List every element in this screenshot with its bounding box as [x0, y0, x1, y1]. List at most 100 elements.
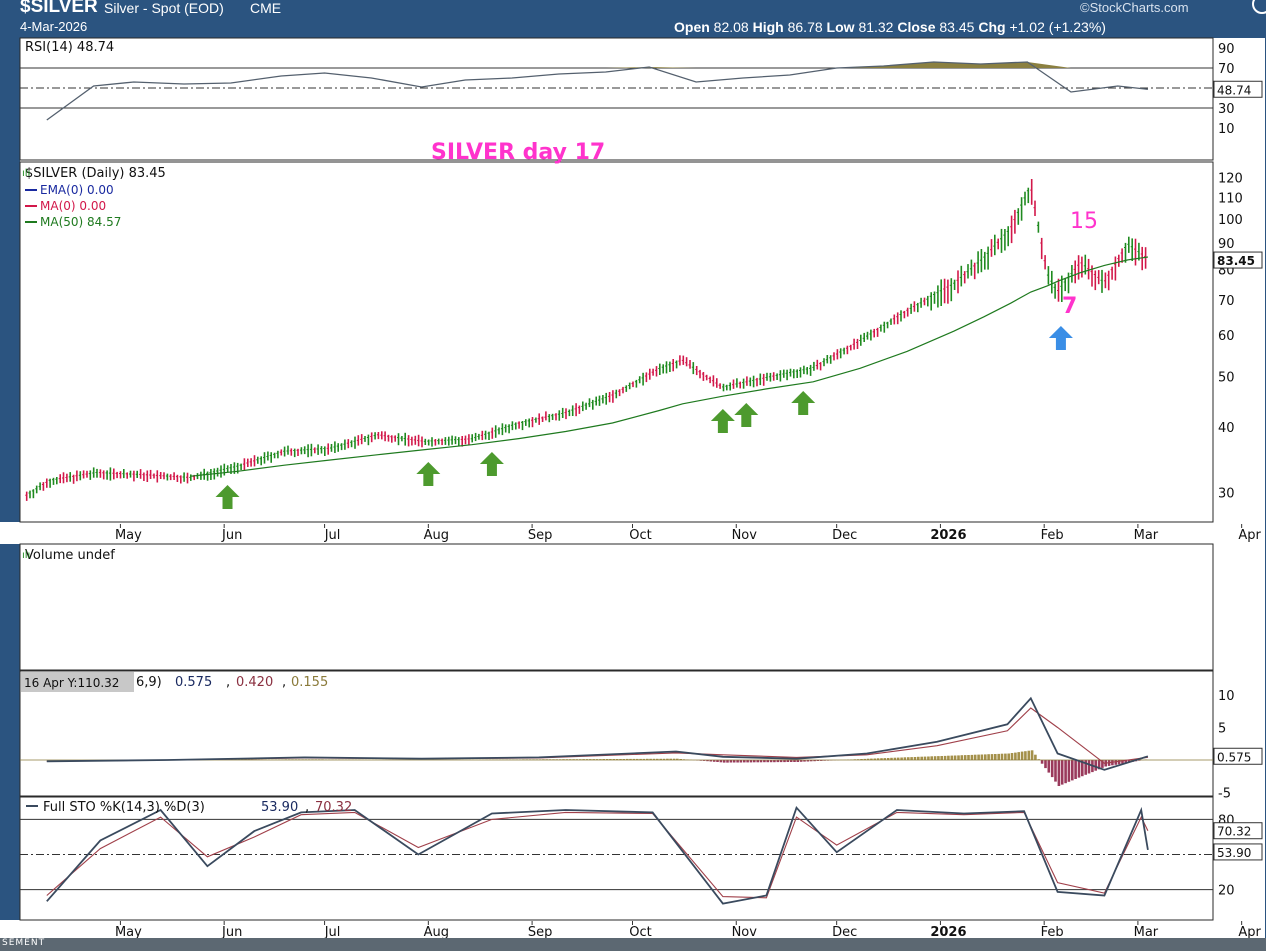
green-arrow — [215, 485, 240, 509]
volume-legend-icon: ılı — [22, 550, 30, 561]
panel-frame-sto — [19, 796, 1214, 921]
green-arrow — [791, 391, 816, 415]
macd-hist-bar — [927, 756, 930, 760]
green-arrow-shape — [215, 485, 240, 509]
macd-hist-bar — [1060, 760, 1064, 785]
macd-hist-bar — [980, 754, 984, 760]
macd-hist-bar — [816, 760, 820, 761]
macd-hist-bar — [1124, 760, 1128, 763]
menu-button[interactable] — [1252, 0, 1266, 14]
price-tick-label: 30 — [1218, 486, 1235, 501]
green-arrow — [710, 409, 735, 433]
price-tick-label: 70 — [1218, 294, 1235, 309]
macd-hist-bar — [589, 759, 592, 760]
macd-hist-bar — [907, 757, 910, 760]
panel-frame-rsi — [19, 37, 1214, 161]
price-tick-label: 100 — [1218, 213, 1243, 228]
macd-hist-bar — [632, 758, 636, 760]
macd-hist-bar — [729, 760, 733, 763]
price-tick-label: 90 — [1218, 237, 1235, 252]
macd-hist-bar — [649, 758, 652, 760]
sto-tag-text: 53.90 — [1217, 846, 1251, 860]
time-axis-top-label: Sep — [528, 528, 553, 543]
macd-hist-bar — [656, 758, 659, 760]
macd-hist-bar — [813, 760, 816, 762]
macd-hist-bar — [806, 760, 810, 762]
sto-d-line — [46, 811, 1149, 899]
macd-hist-bar — [973, 754, 977, 760]
time-axis-top-label: 2026 — [930, 528, 966, 543]
macd-hist-bar — [1067, 760, 1071, 782]
time-axis-bottom-label: Aug — [424, 925, 449, 940]
sto-legend: Full STO %K(14,3) %D(3) — [43, 800, 205, 815]
macd-hist-bar — [876, 758, 880, 760]
macd-hist-bar — [743, 760, 746, 763]
macd-hist-bar — [953, 755, 957, 760]
time-axis-top-label: Feb — [1041, 528, 1064, 543]
footer-bar: SEMENT — [0, 938, 1266, 951]
macd-legend-sep: , — [282, 675, 286, 690]
macd-hist-bar — [940, 756, 943, 760]
sto-value-tag-k: 53.90 — [1213, 843, 1263, 861]
rsi-legend: RSI(14) 48.74 — [25, 40, 114, 55]
macd-hist-bar — [629, 758, 632, 760]
macd-hist-bar — [1121, 760, 1124, 764]
macd-hist-bar — [789, 760, 793, 762]
time-axis-bottom-label: Dec — [832, 925, 857, 940]
green-arrow — [479, 452, 504, 476]
macd-legend-sep: , — [226, 675, 230, 690]
macd-hist-bar — [920, 756, 923, 760]
macd-tooltip-text: 16 Apr Y:110.32 — [24, 676, 119, 690]
sto-tick-label: 20 — [1218, 884, 1235, 899]
macd-hist-bar — [937, 756, 940, 760]
macd-hist-bar — [652, 758, 656, 760]
time-axis-bottom-label: Mar — [1134, 925, 1159, 940]
macd-hist-bar — [726, 760, 729, 763]
macd-hist-bar — [1044, 760, 1047, 769]
macd-hist-bar — [612, 759, 616, 760]
macd-hist-bar — [863, 758, 867, 760]
panel-frame-price — [19, 161, 1214, 523]
macd-hist-bar — [880, 758, 883, 760]
macd-hist-bar — [896, 757, 900, 760]
blue-arrow-shape — [1048, 326, 1073, 350]
price-value-tag: 83.45 — [1213, 251, 1263, 269]
time-axis-band — [0, 522, 1266, 544]
macd-hist-bar — [716, 760, 719, 762]
macd-hist-bar — [950, 755, 954, 760]
macd-hist-bar — [960, 755, 964, 760]
price-legend-item: MA(50) 84.57 — [40, 215, 121, 229]
macd-hist-bar — [930, 756, 933, 760]
macd-hist-bar — [635, 758, 639, 760]
macd-hist-bar — [947, 755, 950, 760]
time-axis-top-label: Nov — [732, 528, 758, 543]
price-legend-item: EMA(0) 0.00 — [40, 183, 114, 197]
macd-hist-bar — [1101, 760, 1104, 768]
rsi-tick-label: 10 — [1218, 122, 1235, 137]
macd-hist-bar — [669, 758, 672, 760]
time-axis-band-bottom — [0, 920, 1266, 938]
panel-frame-macd — [19, 670, 1214, 797]
macd-hist-bar — [799, 760, 803, 762]
time-axis-bottom-label: Sep — [528, 925, 553, 940]
macd-hist-bar — [820, 760, 823, 761]
high-value: 86.78 — [787, 19, 823, 35]
macd-hist-bar — [900, 757, 903, 760]
macd-hist-bar — [666, 758, 669, 760]
macd-hist-bar — [722, 760, 726, 763]
price-tick-label: 120 — [1218, 172, 1243, 187]
volume-legend: Volume undef — [25, 548, 115, 563]
macd-hist-bar — [599, 759, 602, 760]
time-axis-top-label: Oct — [629, 528, 651, 543]
macd-hist-bar — [585, 759, 589, 760]
sto-value-tag-d: 70.32 — [1213, 822, 1263, 840]
macd-hist-bar — [1077, 760, 1081, 778]
macd-hist-bar — [883, 758, 887, 760]
price-legend-icon: ılı — [22, 168, 30, 179]
macd-hist-bar — [1084, 760, 1087, 775]
macd-hist-bar — [659, 758, 662, 760]
green-arrow-shape — [416, 462, 441, 486]
macd-hist-bar — [736, 760, 739, 763]
macd-hist-bar — [977, 754, 980, 760]
